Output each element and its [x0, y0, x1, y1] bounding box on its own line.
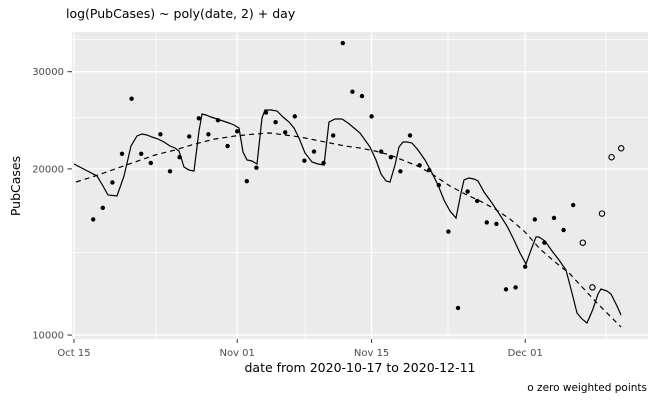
data-point — [455, 305, 461, 311]
data-point — [167, 169, 173, 174]
zero-weight-point — [579, 239, 587, 246]
data-point — [551, 215, 557, 221]
data-point — [273, 120, 278, 125]
zero-weight-point — [608, 153, 615, 161]
x-tick-label: Nov 01 — [219, 348, 254, 359]
data-point — [446, 229, 451, 234]
data-point — [350, 89, 355, 94]
data-point — [513, 285, 518, 290]
data-point — [571, 202, 576, 208]
data-point — [475, 198, 480, 204]
data-point — [494, 221, 499, 227]
data-point — [398, 169, 403, 174]
chart-title: log(PubCases) ~ poly(date, 2) + day — [66, 6, 296, 21]
data-point — [196, 116, 201, 121]
data-point — [302, 158, 307, 163]
y-tick-label: 30000 — [32, 67, 64, 78]
data-point — [311, 149, 317, 154]
data-point — [225, 143, 230, 149]
data-point — [465, 189, 470, 194]
x-tick-label: Oct 15 — [57, 348, 90, 359]
data-point — [244, 178, 249, 184]
data-point — [215, 118, 221, 123]
data-point — [369, 114, 374, 119]
y-tick-label: 10000 — [32, 331, 64, 342]
data-point — [110, 180, 115, 185]
y-tick-label: 20000 — [32, 164, 64, 175]
data-point — [427, 167, 432, 173]
data-point — [417, 163, 422, 168]
data-point — [254, 165, 259, 170]
data-point — [561, 227, 566, 233]
data-point — [283, 130, 288, 135]
chart-caption: o zero weighted points — [527, 382, 647, 394]
data-point — [340, 40, 345, 46]
data-point — [263, 110, 269, 115]
data-point — [321, 160, 326, 166]
panel-background — [72, 32, 648, 339]
data-point — [206, 132, 211, 137]
data-point — [139, 151, 144, 157]
data-point — [523, 264, 528, 269]
data-point — [292, 114, 297, 119]
x-tick-label: Nov 15 — [354, 348, 389, 359]
data-point — [542, 240, 547, 245]
trend-line-dashed — [75, 132, 622, 328]
data-point — [359, 93, 365, 99]
data-point — [148, 160, 153, 166]
zero-weight-point — [589, 284, 596, 291]
data-point — [119, 151, 125, 157]
data-point — [532, 217, 537, 222]
data-point — [407, 133, 413, 138]
data-point — [100, 205, 106, 211]
y-axis-title: PubCases — [8, 155, 23, 217]
data-point — [331, 133, 336, 138]
data-point — [91, 217, 96, 222]
day-fit-line — [73, 109, 622, 324]
data-point — [187, 134, 192, 139]
data-point — [129, 96, 134, 101]
zero-weight-point — [617, 144, 625, 152]
data-point — [503, 287, 509, 292]
x-axis-title: date from 2020-10-17 to 2020-12-11 — [244, 360, 476, 375]
x-tick-label: Dec 01 — [508, 348, 543, 359]
data-point — [158, 132, 163, 137]
data-point — [235, 129, 240, 134]
data-point — [379, 149, 384, 154]
data-point — [177, 155, 182, 160]
data-point — [436, 182, 441, 188]
data-point — [484, 220, 489, 225]
zero-weight-point — [598, 210, 606, 217]
data-point — [388, 155, 393, 160]
